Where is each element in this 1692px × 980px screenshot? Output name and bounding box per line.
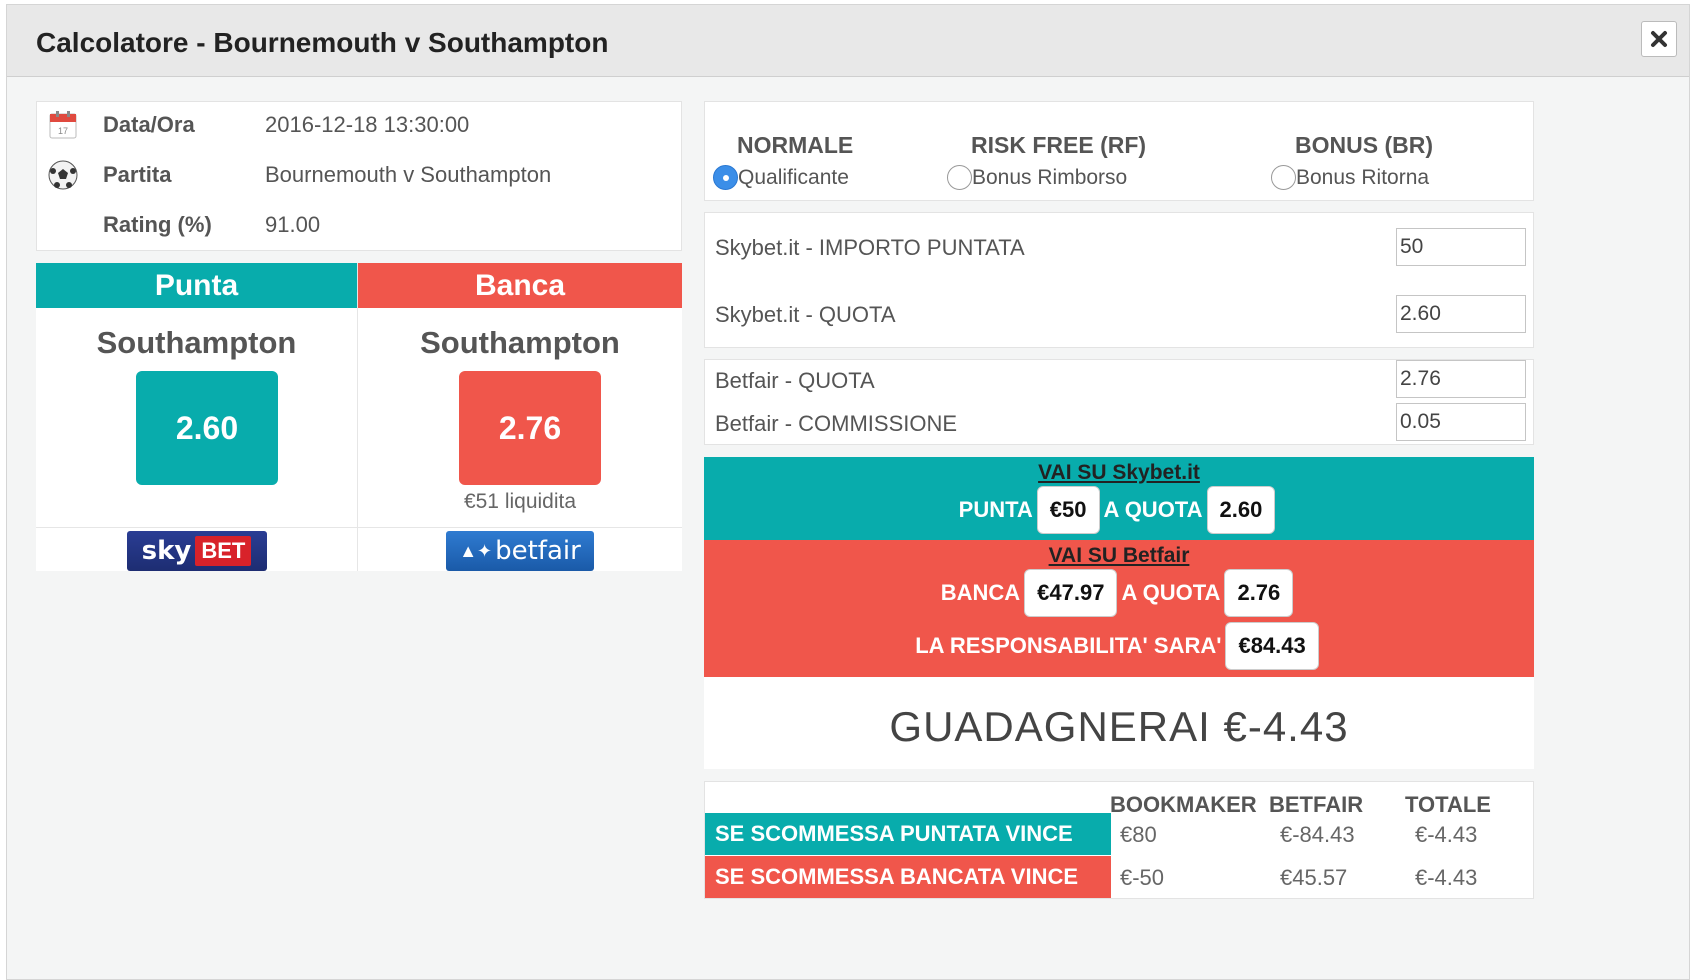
modal-title: Calcolatore - Bournemouth v Southampton: [36, 27, 609, 58]
banca-label: BANCA: [940, 580, 1021, 605]
mode-title: RISK FREE (RF): [971, 132, 1147, 158]
info-label: Rating (%): [103, 212, 212, 237]
exchange-logo-strip: ▲✦ betfair: [358, 527, 682, 574]
svg-text:17: 17: [58, 126, 68, 136]
punta-team: Southampton: [96, 325, 297, 360]
radio-selected-icon[interactable]: [713, 165, 738, 190]
a-quota-label: A QUOTA: [1103, 497, 1203, 522]
radio-unselected-icon[interactable]: [1271, 165, 1296, 190]
table-cell: €-4.43: [1415, 822, 1478, 847]
exchange-odds-label: Betfair - QUOTA: [715, 368, 875, 393]
commission-input[interactable]: [1396, 403, 1526, 441]
table-cell: €45.57: [1280, 865, 1348, 890]
radio-label: Qualificante: [738, 165, 849, 189]
match-name: Bournemouth v Southampton: [265, 162, 552, 187]
punta-instruction: PUNTA €50 A QUOTA 2.60: [704, 486, 1534, 534]
table-cell: €-50: [1120, 865, 1165, 890]
mode-title: BONUS (BR): [1295, 132, 1433, 158]
radio-unselected-icon[interactable]: [947, 165, 972, 190]
banca-liquidity: €51 liquidita: [463, 490, 577, 513]
profit-result: GUADAGNERAI €-4.43: [889, 703, 1349, 750]
bookmaker-form-card: Skybet.it - IMPORTO PUNTATA Skybet.it - …: [704, 212, 1534, 348]
table-cell: €-84.43: [1280, 822, 1355, 847]
info-label: Partita: [103, 162, 172, 187]
match-datetime: 2016-12-18 13:30:00: [265, 112, 470, 137]
info-label: Data/Ora: [103, 112, 195, 137]
mode-option-bonus: BONUS (BR) Bonus Ritorna: [1271, 132, 1433, 190]
betfair-logo[interactable]: ▲✦ betfair: [446, 531, 594, 571]
bookmaker-logo-strip: sky BET: [36, 527, 357, 574]
go-to-bookmaker-link[interactable]: VAI SU Skybet.it: [1038, 461, 1200, 484]
info-row-rating: Rating (%) 91.00: [37, 205, 681, 245]
table-cell: €80: [1120, 822, 1157, 847]
table-cell: €-4.43: [1415, 865, 1478, 890]
soccer-ball-icon: [48, 160, 78, 190]
bookmaker-odds-input[interactable]: [1396, 295, 1526, 333]
banca-odds[interactable]: 2.76: [459, 371, 601, 485]
column-header-totale: TOTALE: [1405, 792, 1491, 817]
banca-column: Banca Southampton 2.76 €51 liquidita ▲✦ b…: [358, 263, 682, 571]
rating-value: 91.00: [265, 212, 321, 237]
banca-amount-pill: €47.97: [1024, 569, 1118, 617]
instructions-card: VAI SU Skybet.it PUNTA €50 A QUOTA 2.60 …: [704, 457, 1534, 769]
close-icon: [1651, 31, 1667, 47]
bookmaker-odds-label: Skybet.it - QUOTA: [715, 302, 896, 327]
column-header-bookmaker: BOOKMAKER: [1110, 792, 1257, 817]
punta-odds-pill: 2.60: [1206, 486, 1276, 534]
column-header-betfair: BETFAIR: [1269, 792, 1364, 817]
go-to-exchange-link[interactable]: VAI SU Betfair: [1048, 544, 1190, 567]
a-quota-label: A QUOTA: [1121, 580, 1221, 605]
exchange-form-card: Betfair - QUOTA Betfair - COMMISSIONE: [704, 359, 1534, 445]
calendar-icon: 17: [49, 111, 77, 139]
commission-label: Betfair - COMMISSIONE: [715, 411, 958, 436]
mode-option-risk-free: RISK FREE (RF) Bonus Rimborso: [947, 132, 1146, 190]
punta-amount-pill: €50: [1036, 486, 1100, 534]
bookmaker-instruction-band: VAI SU Skybet.it PUNTA €50 A QUOTA 2.60: [704, 457, 1534, 540]
summary-table: BOOKMAKER BETFAIR TOTALE SE SCOMMESSA PU…: [704, 781, 1534, 899]
match-info-card: 17 Data/Ora 2016-12-18 13:30:00 Partita …: [36, 101, 682, 251]
punta-heading: Punta: [36, 263, 357, 308]
banca-odds-pill: 2.76: [1224, 569, 1294, 617]
liability-instruction: LA RESPONSABILITA' SARA' €84.43: [704, 622, 1534, 670]
punta-column: Punta Southampton 2.60 sky BET: [36, 263, 358, 571]
skybet-logo[interactable]: sky BET: [126, 531, 267, 571]
liability-amount-pill: €84.43: [1225, 622, 1319, 670]
modal-header: Calcolatore - Bournemouth v Southampton: [7, 5, 1689, 77]
stake-label: Skybet.it - IMPORTO PUNTATA: [715, 235, 1025, 260]
row-label-banca-wins: SE SCOMMESSA BANCATA VINCE: [705, 856, 1111, 898]
banca-team: Southampton: [420, 325, 620, 360]
punta-label: PUNTA: [958, 497, 1033, 522]
radio-bonus-rimborso[interactable]: Bonus Rimborso: [947, 165, 1146, 190]
banca-instruction: BANCA €47.97 A QUOTA 2.76: [704, 569, 1534, 617]
radio-label: Bonus Rimborso: [972, 165, 1128, 189]
stake-input[interactable]: [1396, 228, 1526, 266]
mode-option-normale: NORMALE Qualificante: [713, 132, 853, 190]
info-row-date: 17 Data/Ora 2016-12-18 13:30:00: [37, 105, 681, 145]
banca-heading: Banca: [358, 263, 682, 308]
mode-selection-card: NORMALE Qualificante RISK FREE (RF) Bonu…: [704, 101, 1534, 201]
info-row-match: Partita Bournemouth v Southampton: [37, 155, 681, 195]
punta-banca-card: Punta Southampton 2.60 sky BET Banca Sou…: [36, 263, 682, 571]
liability-label: LA RESPONSABILITA' SARA': [915, 633, 1222, 658]
punta-odds[interactable]: 2.60: [136, 371, 278, 485]
row-label-punta-wins: SE SCOMMESSA PUNTATA VINCE: [705, 813, 1111, 855]
radio-bonus-ritorna[interactable]: Bonus Ritorna: [1271, 165, 1433, 190]
exchange-instruction-band: VAI SU Betfair BANCA €47.97 A QUOTA 2.76…: [704, 540, 1534, 677]
calculator-modal: Calcolatore - Bournemouth v Southampton …: [6, 4, 1690, 980]
mode-title: NORMALE: [737, 132, 854, 158]
close-button[interactable]: [1641, 21, 1677, 57]
radio-label: Bonus Ritorna: [1296, 165, 1430, 189]
exchange-odds-input[interactable]: [1396, 360, 1526, 398]
radio-qualificante[interactable]: Qualificante: [713, 165, 853, 190]
